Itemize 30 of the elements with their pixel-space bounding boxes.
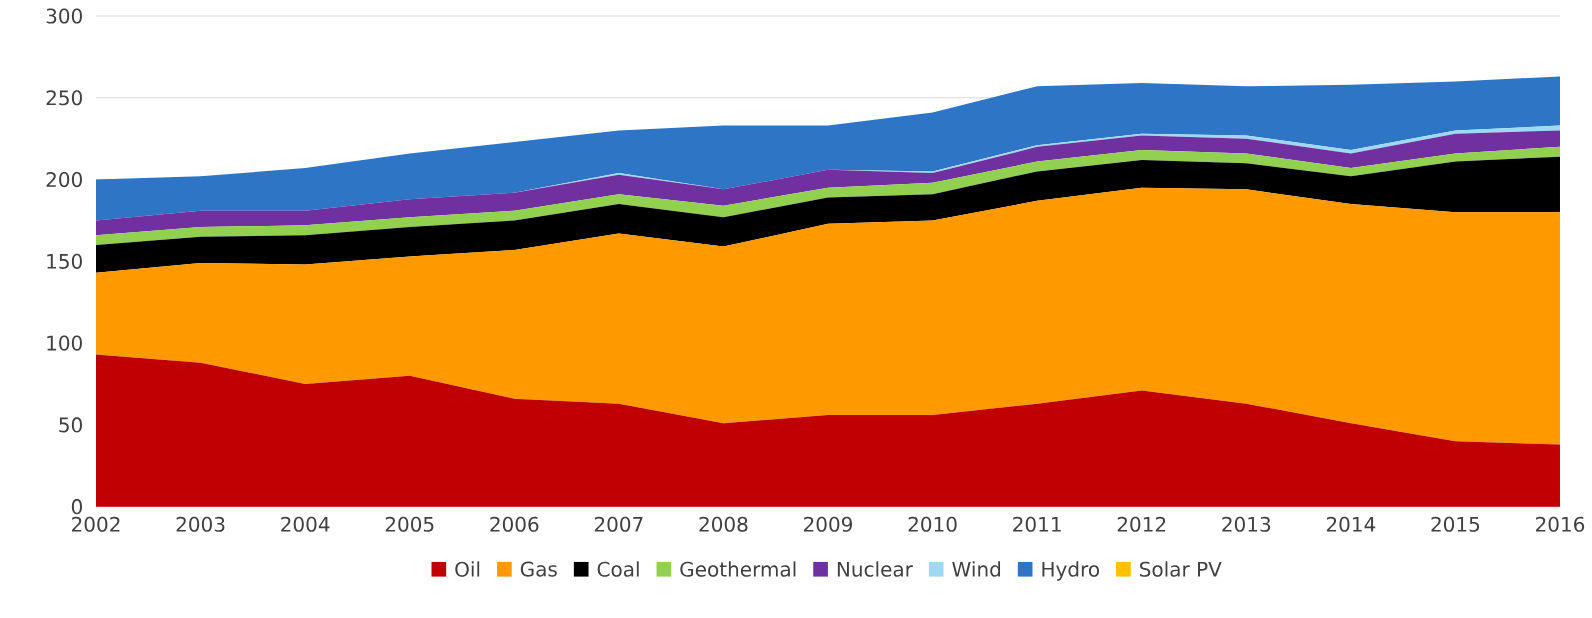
x-tick-label: 2007 (594, 516, 643, 532)
legend-label: Oil (455, 561, 480, 577)
x-tick-label: 2002 (72, 516, 120, 532)
y-tick-label: 200 (46, 171, 82, 188)
x-tick-label: 2003 (176, 516, 225, 532)
y-tick-label: 250 (46, 90, 82, 106)
legend-label: Wind (952, 561, 1001, 577)
x-tick-label: 2006 (490, 516, 539, 532)
x-tick-label: 2011 (1013, 516, 1061, 532)
y-tick-label: 100 (47, 335, 82, 351)
legend-label: Solar PV (1140, 561, 1222, 577)
legend-label: Geothermal (680, 561, 796, 577)
legend-label: Gas (520, 561, 557, 577)
x-tick-label: 2012 (1117, 516, 1166, 532)
x-tick-label: 2008 (699, 516, 748, 532)
x-tick-label: 2013 (1222, 516, 1271, 532)
x-tick-label: 2015 (1431, 516, 1480, 532)
legend-label: Nuclear (837, 561, 913, 577)
y-tick-label: 150 (47, 253, 82, 269)
x-tick-label: 2010 (908, 516, 957, 532)
y-tick-label: 50 (59, 417, 82, 433)
x-tick-label: 2009 (804, 516, 853, 532)
x-tick-label: 2016 (1536, 516, 1585, 532)
x-tick-label: 2014 (1326, 516, 1376, 532)
x-tick-label: 2005 (385, 516, 434, 532)
y-tick-label: 300 (46, 8, 82, 24)
legend-label: Hydro (1042, 561, 1099, 581)
y-tick-label: 0 (71, 499, 82, 515)
legend-label: Coal (597, 561, 639, 577)
x-tick-label: 2004 (281, 516, 330, 532)
